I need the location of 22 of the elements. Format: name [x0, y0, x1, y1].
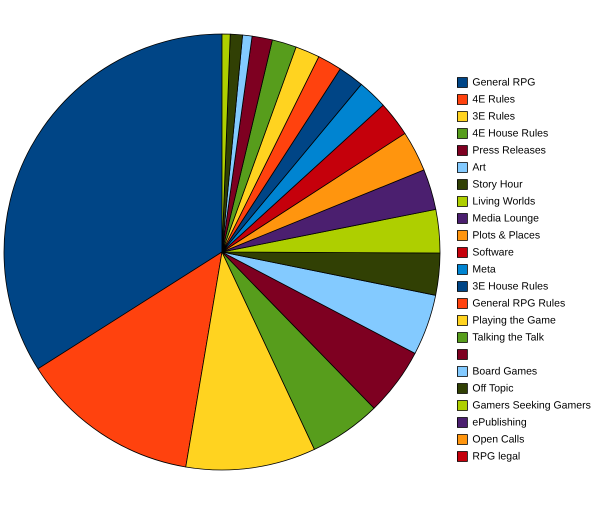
legend-label: Board Games	[472, 366, 538, 378]
legend-label: Art	[472, 162, 486, 174]
legend-label: General RPG Rules	[472, 298, 566, 310]
legend-label: 4E Rules	[472, 94, 516, 106]
legend-label: Living Worlds	[472, 196, 536, 208]
legend-label: Playing the Game	[472, 314, 556, 326]
legend-label: Software	[472, 246, 514, 258]
legend-label: 3E Rules	[472, 110, 516, 122]
legend-label: 4E House Rules	[472, 128, 548, 140]
legend-label: Open Calls	[472, 434, 524, 446]
legend-label: General RPG	[472, 76, 536, 88]
legend-label: Plots & Places	[472, 230, 540, 242]
legend-label: Story Hour	[472, 178, 524, 190]
legend-label: Talking the Talk	[472, 332, 545, 344]
legend-label: RPG legal	[472, 450, 520, 462]
legend-label: Media Lounge	[472, 212, 540, 224]
legend-label: 3E House Rules	[472, 280, 548, 292]
legend-label: Gamers Seeking Gamers	[472, 400, 591, 412]
legend-label: Meta	[472, 264, 496, 276]
legend-label: ePublishing	[472, 416, 527, 428]
legend-label: Off Topic	[472, 382, 514, 394]
legend-label: Press Releases	[472, 144, 546, 156]
